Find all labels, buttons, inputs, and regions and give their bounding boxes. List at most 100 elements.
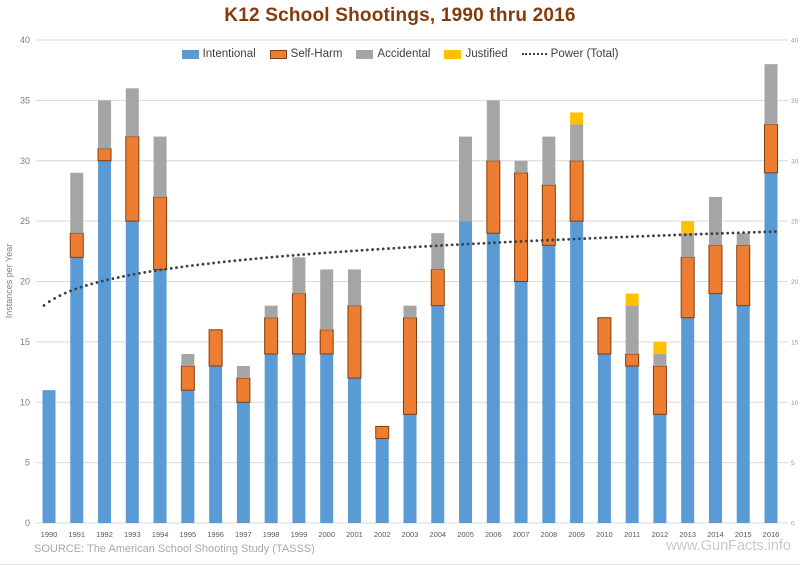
bar-segment-self-harm-2014 bbox=[708, 244, 723, 295]
legend-label-self-harm: Self-Harm bbox=[290, 48, 343, 60]
trend-dot bbox=[657, 234, 661, 238]
trend-dot bbox=[721, 231, 724, 235]
x-tick-label-1992: 1992 bbox=[96, 530, 113, 539]
y-tick-label-left-0: 0 bbox=[25, 518, 30, 528]
bar-segment-intentional-2000 bbox=[320, 353, 334, 523]
trend-dot bbox=[318, 251, 321, 255]
trend-dot bbox=[116, 276, 120, 279]
trend-dot bbox=[694, 232, 698, 236]
bar-segment-accidental-2001 bbox=[347, 269, 361, 306]
bar-segment-self-harm-2010 bbox=[597, 317, 612, 355]
trend-dot bbox=[371, 248, 374, 251]
trend-dot bbox=[514, 240, 518, 244]
bar-segment-accidental-1999 bbox=[292, 257, 306, 294]
x-tick-label-2009: 2009 bbox=[568, 530, 585, 539]
bar-segment-accidental-2015 bbox=[736, 233, 750, 246]
y-tick-label-left-30: 30 bbox=[20, 156, 30, 166]
x-tick-label-2012: 2012 bbox=[652, 530, 669, 539]
trend-dot bbox=[736, 231, 740, 235]
trend-dot bbox=[95, 281, 99, 284]
watermark-link: www.GunFacts.info bbox=[666, 538, 791, 554]
trend-dot bbox=[206, 262, 210, 265]
trend-dot bbox=[668, 233, 671, 237]
bar-segment-intentional-1993 bbox=[125, 221, 139, 523]
bar-segment-accidental-1994 bbox=[153, 136, 167, 197]
trend-dot bbox=[143, 271, 147, 274]
bar-segment-accidental-2003 bbox=[403, 305, 417, 318]
trend-dot bbox=[615, 235, 618, 239]
x-tick-label-1990: 1990 bbox=[41, 530, 58, 539]
bar-segment-accidental-2000 bbox=[320, 269, 334, 330]
bar-segment-self-harm-2008 bbox=[541, 184, 556, 246]
trend-dot bbox=[609, 236, 613, 239]
y-tick-label-left-5: 5 bbox=[25, 458, 30, 468]
bar-segment-self-harm-2003 bbox=[403, 317, 417, 415]
bar-segment-self-harm-1997 bbox=[236, 377, 251, 403]
bar-segment-self-harm-2016 bbox=[764, 124, 778, 174]
trend-dot bbox=[90, 282, 94, 286]
bar-segment-self-harm-2009 bbox=[569, 160, 584, 222]
bar-segment-accidental-1992 bbox=[98, 100, 112, 149]
trend-dot bbox=[270, 255, 274, 259]
trend-dot bbox=[456, 243, 459, 246]
x-tick-label-2000: 2000 bbox=[318, 530, 335, 539]
trend-dot bbox=[350, 249, 353, 253]
bar-segment-accidental-2006 bbox=[486, 100, 500, 161]
trend-dot bbox=[153, 269, 157, 273]
bar-segment-self-harm-1996 bbox=[208, 329, 223, 367]
trend-dot bbox=[498, 241, 502, 244]
legend-label-accidental: Accidental bbox=[377, 48, 431, 60]
trend-dot bbox=[328, 251, 332, 254]
trend-dot bbox=[106, 278, 109, 282]
bar-segment-self-harm-2011 bbox=[625, 353, 640, 367]
trend-dot bbox=[387, 247, 390, 250]
trend-dot bbox=[477, 242, 480, 245]
bar-segment-accidental-2016 bbox=[764, 64, 778, 125]
trend-dot bbox=[418, 245, 422, 249]
trend-dot bbox=[397, 246, 401, 250]
trend-dot bbox=[567, 237, 571, 241]
bar-segment-justified-2013 bbox=[681, 221, 695, 234]
bar-segment-intentional-1991 bbox=[70, 257, 84, 523]
bar-segment-justified-2009 bbox=[570, 112, 584, 125]
trend-dot bbox=[774, 230, 777, 233]
trend-dot bbox=[509, 240, 512, 244]
y-tick-label-right-25: 25 bbox=[791, 219, 799, 226]
bar-segment-self-harm-2001 bbox=[347, 305, 362, 379]
trend-dot bbox=[281, 254, 284, 258]
bar-segment-accidental-1991 bbox=[70, 172, 84, 234]
bar-segment-intentional-2005 bbox=[459, 221, 473, 523]
bar-segment-self-harm-1995 bbox=[180, 365, 195, 391]
x-tick-label-1999: 1999 bbox=[291, 530, 308, 539]
trend-dot bbox=[63, 291, 67, 295]
y-tick-label-left-25: 25 bbox=[20, 216, 30, 226]
x-tick-label-2003: 2003 bbox=[402, 530, 419, 539]
bar-segment-accidental-2009 bbox=[570, 124, 584, 161]
trend-dot bbox=[710, 232, 714, 236]
trend-dot bbox=[652, 234, 655, 238]
trend-dot bbox=[392, 246, 396, 250]
trend-dot bbox=[662, 234, 666, 237]
trend-dot bbox=[307, 252, 311, 256]
y-tick-label-right-5: 5 bbox=[791, 460, 795, 467]
y-tick-label-left-40: 40 bbox=[20, 35, 30, 45]
bar-segment-intentional-2012 bbox=[653, 414, 667, 523]
trend-dot bbox=[588, 236, 592, 240]
x-tick-label-1998: 1998 bbox=[263, 530, 280, 539]
trend-dot bbox=[408, 245, 412, 249]
trend-dot bbox=[355, 249, 359, 253]
legend-item-accidental: Accidental bbox=[356, 48, 430, 60]
trend-dot bbox=[678, 233, 682, 237]
trend-dot bbox=[403, 246, 406, 249]
trend-dot bbox=[577, 237, 581, 241]
bar-segment-intentional-2014 bbox=[708, 293, 722, 523]
trend-dot bbox=[758, 230, 761, 234]
source-note: SOURCE: The American School Shooting Stu… bbox=[34, 543, 315, 555]
trend-dot bbox=[185, 264, 189, 268]
trend-dot bbox=[286, 254, 290, 258]
trend-dot bbox=[132, 272, 136, 276]
x-tick-label-1993: 1993 bbox=[124, 530, 141, 539]
bar-segment-intentional-1994 bbox=[153, 269, 167, 523]
bar-segment-intentional-2016 bbox=[764, 172, 778, 523]
trend-dot bbox=[360, 248, 364, 252]
